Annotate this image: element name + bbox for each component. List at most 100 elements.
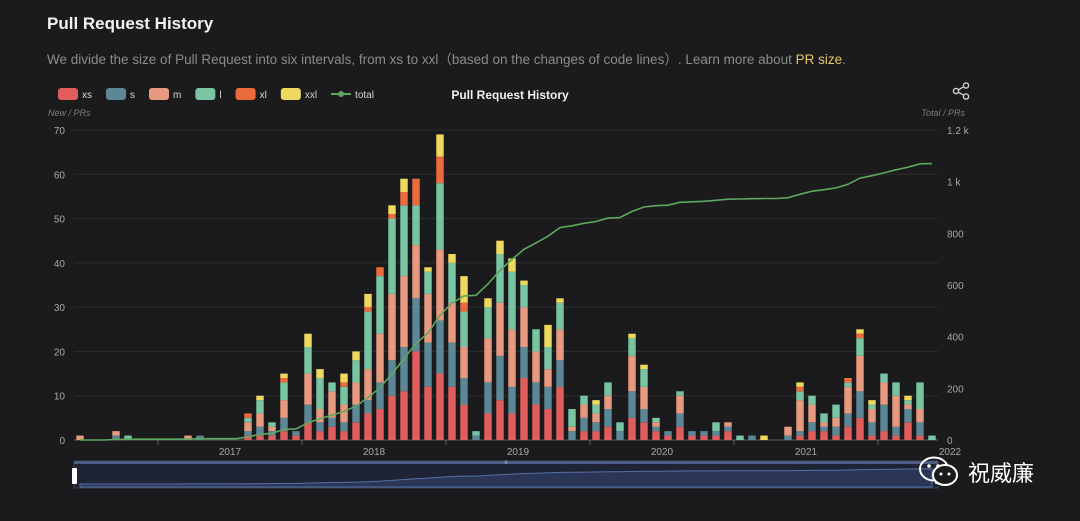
bar-xs-2019-01 bbox=[448, 386, 456, 440]
bar-xxl-2017-11 bbox=[280, 373, 288, 378]
bar-s-2021-09 bbox=[832, 426, 840, 436]
bar-m-2016-06 bbox=[76, 435, 84, 440]
bar-m-2018-01 bbox=[304, 373, 312, 405]
bar-l-2019-04 bbox=[484, 307, 492, 339]
share-icon[interactable] bbox=[950, 82, 972, 100]
bar-l-2018-08 bbox=[388, 218, 396, 294]
bar-xs-2018-04 bbox=[340, 431, 348, 440]
bar-xs-2019-08 bbox=[532, 404, 540, 440]
x-tick-label: 2018 bbox=[363, 447, 386, 458]
bar-s-2017-11 bbox=[280, 417, 288, 432]
bar-l-2018-09 bbox=[400, 205, 408, 277]
legend-swatch-s bbox=[106, 88, 126, 100]
bar-l-2020-08 bbox=[676, 391, 684, 396]
bar-s-2019-06 bbox=[508, 386, 516, 414]
bar-xxl-2019-09 bbox=[544, 324, 552, 347]
bar-xl-2017-11 bbox=[280, 378, 288, 383]
bar-s-2018-10 bbox=[412, 298, 420, 352]
bar-xxl-2019-05 bbox=[496, 240, 504, 254]
bar-xxl-2022-03 bbox=[904, 395, 912, 401]
zoom-slider-grip: ıı bbox=[504, 460, 508, 466]
bar-xs-2019-05 bbox=[496, 400, 504, 440]
legend-item-total: total bbox=[331, 90, 374, 101]
bar-m-2018-09 bbox=[400, 276, 408, 347]
bar-xs-2018-10 bbox=[412, 351, 420, 440]
zoom-handle-left[interactable] bbox=[72, 468, 77, 484]
bar-xs-2019-07 bbox=[520, 378, 528, 440]
bar-xxl-2020-01 bbox=[592, 400, 600, 405]
bar-xl-2018-09 bbox=[400, 192, 408, 206]
bar-l-2019-07 bbox=[520, 285, 528, 308]
bar-xs-2018-07 bbox=[376, 409, 384, 440]
bar-m-2021-08 bbox=[820, 422, 828, 427]
y-right-tick-label: 400 bbox=[947, 333, 964, 344]
bar-l-2018-04 bbox=[340, 386, 348, 405]
bar-xs-2017-10 bbox=[268, 435, 276, 440]
bar-xl-2021-11 bbox=[856, 333, 864, 339]
bar-s-2022-01 bbox=[880, 404, 888, 432]
legend-label-total: total bbox=[355, 90, 374, 101]
bar-s-2017-12 bbox=[292, 431, 300, 436]
bar-xxl-2018-06 bbox=[364, 293, 372, 308]
x-tick-label: 2021 bbox=[795, 447, 818, 458]
bar-xs-2020-08 bbox=[676, 426, 684, 440]
bar-xxl-2019-06 bbox=[508, 258, 516, 272]
bar-xxl-2018-11 bbox=[424, 267, 432, 272]
bar-xs-2021-07 bbox=[808, 431, 816, 440]
bar-s-2020-01 bbox=[592, 422, 600, 432]
bar-xl-2018-07 bbox=[376, 267, 384, 277]
bar-xxl-2021-06 bbox=[796, 382, 804, 387]
bar-s-2019-02 bbox=[460, 378, 468, 405]
bar-s-2020-10 bbox=[700, 431, 708, 436]
page-description: We divide the size of Pull Request into … bbox=[47, 48, 846, 68]
wechat-icon bbox=[919, 456, 958, 486]
legend-swatch-xs bbox=[58, 88, 78, 100]
y-left-tick-label: 60 bbox=[54, 170, 66, 181]
bar-l-2021-01 bbox=[736, 435, 744, 440]
bar-m-2021-07 bbox=[808, 404, 816, 423]
bar-xs-2022-01 bbox=[880, 431, 888, 440]
bar-m-2020-06 bbox=[652, 422, 660, 427]
bar-m-2018-05 bbox=[352, 382, 360, 405]
bar-s-2019-09 bbox=[544, 386, 552, 409]
bar-xs-2019-12 bbox=[580, 431, 588, 440]
legend-label-m: m bbox=[173, 90, 181, 101]
bar-xxl-2021-11 bbox=[856, 329, 864, 334]
bar-l-2021-06 bbox=[796, 391, 804, 401]
bar-s-2020-02 bbox=[604, 409, 612, 427]
legend-swatch-m bbox=[149, 88, 169, 100]
bar-xl-2019-02 bbox=[460, 302, 468, 312]
bar-l-2020-01 bbox=[592, 404, 600, 414]
bar-m-2016-09 bbox=[112, 431, 120, 436]
bar-l-2018-01 bbox=[304, 347, 312, 374]
bar-s-2017-04 bbox=[196, 435, 204, 440]
bar-m-2019-10 bbox=[556, 329, 564, 361]
bar-m-2017-08 bbox=[244, 422, 252, 432]
bar-l-2019-01 bbox=[448, 262, 456, 303]
bar-s-2021-10 bbox=[844, 413, 852, 427]
description-end: . bbox=[842, 52, 846, 67]
bar-m-2021-12 bbox=[868, 409, 876, 423]
bar-xs-2017-12 bbox=[292, 435, 300, 440]
bar-l-2017-09 bbox=[256, 400, 264, 414]
description-text: We divide the size of Pull Request into … bbox=[47, 52, 796, 67]
bar-m-2018-08 bbox=[388, 293, 396, 361]
y-left-axis-title: New / PRs bbox=[48, 108, 91, 118]
bar-xxl-2018-04 bbox=[340, 373, 348, 383]
bar-m-2022-03 bbox=[904, 404, 912, 409]
bar-xs-2020-06 bbox=[652, 431, 660, 440]
bar-xxl-2021-03 bbox=[760, 435, 768, 440]
bar-xxl-2019-04 bbox=[484, 298, 492, 308]
pr-size-link[interactable]: PR size bbox=[795, 52, 843, 67]
bar-xxl-2018-09 bbox=[400, 178, 408, 192]
bar-xl-2018-12 bbox=[436, 156, 444, 184]
bar-l-2019-12 bbox=[580, 395, 588, 405]
bar-xxl-2019-07 bbox=[520, 280, 528, 285]
bar-m-2019-09 bbox=[544, 369, 552, 387]
x-tick-label: 2020 bbox=[651, 447, 674, 458]
bar-xs-2019-06 bbox=[508, 413, 516, 440]
bar-l-2022-03 bbox=[904, 400, 912, 405]
bar-s-2019-04 bbox=[484, 382, 492, 414]
bar-xs-2020-01 bbox=[592, 431, 600, 440]
